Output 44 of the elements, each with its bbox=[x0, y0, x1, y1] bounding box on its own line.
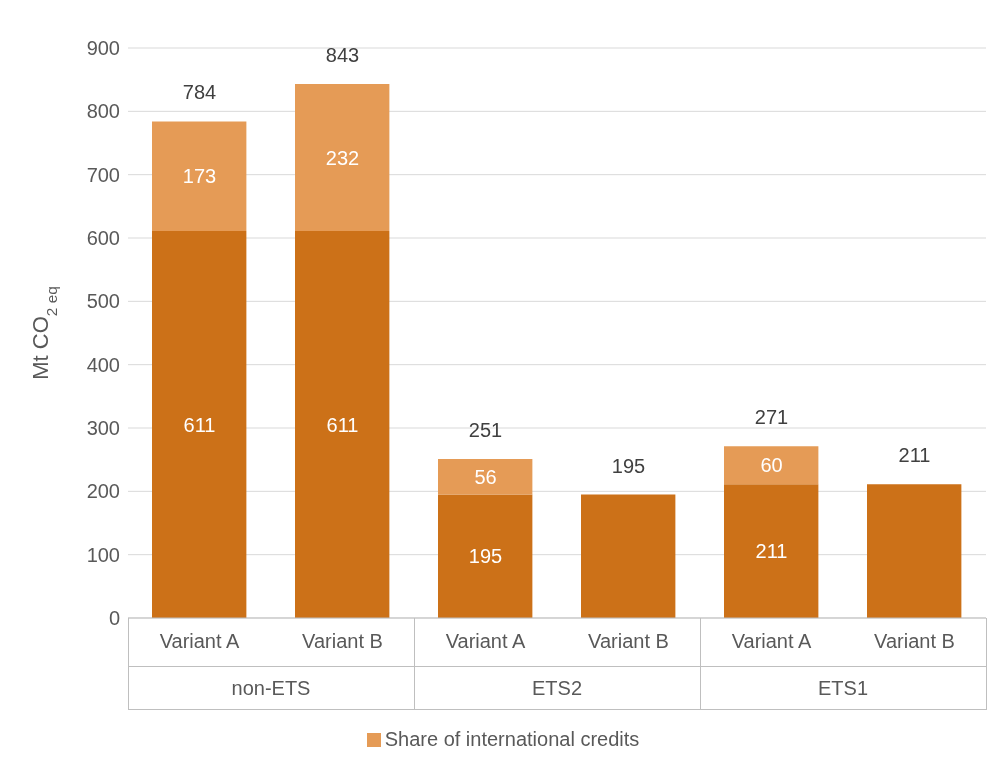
total-label: 843 bbox=[325, 44, 360, 67]
total-label: 784 bbox=[182, 81, 217, 104]
y-tick-label: 200 bbox=[86, 480, 120, 503]
y-tick-label: 400 bbox=[86, 353, 120, 376]
y-tick-label: 600 bbox=[86, 227, 120, 250]
data-label: 611 bbox=[183, 413, 216, 436]
bar bbox=[295, 84, 390, 232]
y-tick-label: 900 bbox=[86, 37, 120, 60]
legend-label: Share of international credits bbox=[384, 728, 640, 751]
total-label: 251 bbox=[468, 419, 503, 442]
text: non-ETS bbox=[230, 676, 312, 701]
bar bbox=[581, 494, 676, 618]
total-label: 211 bbox=[898, 444, 931, 467]
y-tick-label: 800 bbox=[86, 100, 120, 123]
y-tick-label: 300 bbox=[86, 417, 120, 440]
y-tick-label: 0 bbox=[108, 607, 120, 630]
data-label: 211 bbox=[755, 540, 788, 563]
bar bbox=[152, 231, 247, 618]
y-tick-label: 700 bbox=[86, 163, 120, 186]
x-tick-label: Variant B bbox=[302, 630, 383, 652]
bar bbox=[295, 231, 390, 618]
y-tick-label: 500 bbox=[86, 290, 120, 313]
x-tick-label: Variant A bbox=[731, 630, 812, 652]
y-tick-label: 100 bbox=[86, 543, 120, 566]
data-label: 60 bbox=[760, 454, 783, 477]
bar bbox=[724, 446, 819, 485]
x-tick-label: Variant A bbox=[445, 630, 526, 652]
total-label: 271 bbox=[754, 406, 789, 429]
bar bbox=[867, 484, 962, 618]
data-label: 195 bbox=[468, 545, 503, 568]
text: ETS2 bbox=[531, 676, 583, 701]
data-label: 56 bbox=[474, 465, 497, 488]
data-label: 173 bbox=[182, 165, 217, 188]
total-label: 195 bbox=[611, 454, 646, 477]
data-label: 611 bbox=[326, 413, 359, 436]
x-tick-label: Variant B bbox=[588, 630, 669, 652]
bar bbox=[438, 459, 533, 495]
text: ETS1 bbox=[817, 676, 869, 701]
data-label: 232 bbox=[325, 146, 360, 169]
x-tick-label: Variant A bbox=[159, 630, 240, 652]
bar bbox=[438, 494, 533, 618]
bar bbox=[724, 484, 819, 618]
bar bbox=[152, 121, 247, 232]
x-tick-label: Variant B bbox=[874, 630, 955, 652]
